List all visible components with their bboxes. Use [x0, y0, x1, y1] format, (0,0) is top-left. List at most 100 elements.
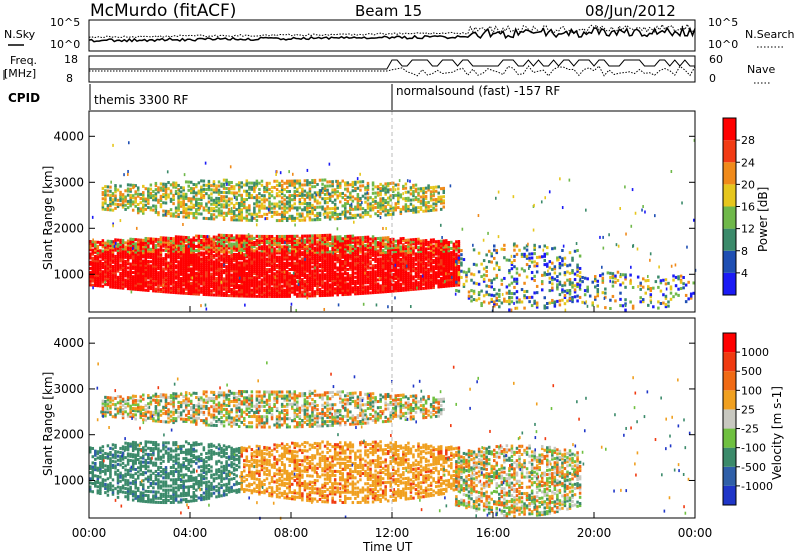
echo-cell [331, 262, 334, 266]
echo-cell [291, 206, 294, 210]
echo-cell [384, 209, 387, 213]
echo-cell [174, 272, 178, 276]
echo-cell [215, 184, 218, 188]
echo-cell [230, 250, 233, 254]
echo-cell [227, 271, 231, 275]
echo-cell [109, 256, 112, 260]
echo-cell [427, 209, 430, 213]
echo-cell [243, 282, 246, 286]
echo-cell [361, 279, 365, 283]
echo-cell [439, 264, 443, 268]
echo-cell [243, 244, 246, 248]
echo-cell [323, 235, 327, 239]
echo-cell [298, 276, 302, 280]
echo-cell [192, 269, 196, 273]
echo-cell [301, 261, 304, 265]
echo-cell [182, 283, 185, 287]
echo-cell [349, 290, 352, 294]
echo-cell [109, 185, 112, 189]
echo-cell [111, 244, 115, 248]
echo-cell [159, 186, 163, 190]
echo-cell [303, 273, 307, 277]
echo-cell [263, 236, 266, 240]
echo-cell [270, 243, 274, 247]
echo-cell [333, 258, 337, 262]
echo-cell [152, 287, 155, 291]
echo-cell [182, 246, 185, 250]
echo-cell [427, 242, 430, 246]
beam-title: Beam 15 [355, 2, 422, 20]
echo-cell [177, 276, 180, 280]
echo-cell [253, 185, 256, 189]
echo-cell [174, 280, 178, 284]
noise-traces [88, 22, 696, 43]
echo-cell [379, 265, 382, 269]
echo-cell [162, 275, 165, 279]
echo-cell [104, 193, 107, 197]
echo-cell [265, 280, 269, 284]
echo-cell [409, 285, 413, 289]
echo-cell [386, 211, 390, 215]
echo-cell [455, 248, 458, 252]
echo-cell [316, 269, 319, 273]
echo-cell [293, 179, 297, 183]
echo-cell [197, 269, 201, 273]
echo-cell [298, 292, 302, 296]
echo-cell [344, 292, 347, 296]
echo-cell [349, 216, 352, 220]
echo-cell [384, 255, 387, 259]
echo-cell [200, 247, 203, 251]
echo-cell [101, 276, 105, 280]
echo-cell [417, 258, 420, 262]
echo-cell [101, 253, 105, 257]
echo-cell [321, 275, 324, 279]
echo-cell [356, 290, 360, 294]
echo-cell [225, 250, 228, 254]
echo-cell [450, 263, 453, 267]
echo-cell [422, 193, 425, 197]
echo-cell [376, 263, 380, 267]
echo-cell [344, 204, 347, 208]
echo-cell [99, 267, 102, 271]
echo-cell [293, 181, 297, 185]
echo-cell [356, 277, 360, 281]
echo-cell [215, 289, 218, 293]
echo-cell [154, 184, 158, 188]
echo-cell [152, 276, 155, 280]
echo-cell [187, 287, 190, 291]
echo-cell [336, 256, 339, 260]
echo-cell [149, 251, 153, 255]
echo-cell [253, 263, 256, 267]
echo-cell [184, 215, 188, 219]
echo-cell [235, 246, 238, 250]
echo-cell [119, 274, 122, 278]
echo-cell [149, 247, 153, 251]
echo-cell [197, 247, 201, 251]
echo-cell [265, 212, 269, 216]
echo-cell [253, 280, 256, 284]
echo-cell [210, 245, 213, 249]
echo-cell [225, 240, 228, 244]
echo-cell [159, 250, 163, 254]
echo-cell [174, 251, 178, 255]
echo-cell [172, 243, 175, 247]
echo-cell [333, 262, 337, 266]
echo-cell [225, 269, 228, 273]
echo-cell [439, 268, 443, 272]
echo-cell [394, 266, 398, 270]
echo-cell [285, 210, 289, 214]
echo-cell [144, 239, 148, 243]
echo-cell [245, 259, 249, 263]
echo-cell [366, 186, 370, 190]
echo-cell [250, 259, 254, 263]
echo-cell [237, 185, 241, 189]
echo-cell [399, 282, 403, 286]
echo-cell [455, 242, 458, 246]
echo-cell [164, 240, 168, 244]
echo-cell [412, 265, 415, 269]
echo-cell [364, 196, 367, 200]
freq-left-label-2: [MHz] [4, 67, 36, 80]
echo-cell [417, 197, 420, 201]
echo-cell [301, 214, 304, 218]
echo-cell [215, 250, 218, 254]
